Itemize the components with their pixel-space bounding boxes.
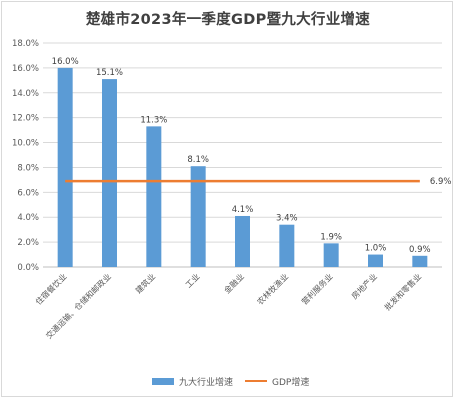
- legend-swatch-line: [245, 380, 267, 382]
- bar: [323, 243, 339, 267]
- legend-item-bars: 九大行业增速: [152, 374, 233, 388]
- chart-title: 楚雄市2023年一季度GDP暨九大行业增速: [85, 12, 371, 28]
- category-label: 住宿餐饮业: [33, 271, 68, 306]
- bar-data-label: 15.1%: [96, 68, 123, 78]
- category-label: 农林牧渔业: [255, 271, 290, 306]
- y-tick-label: 14.0%: [12, 89, 39, 99]
- y-tick-label: 2.0%: [17, 238, 39, 248]
- legend-swatch-bars: [152, 377, 174, 385]
- category-label: 工业: [183, 271, 201, 289]
- bar: [235, 215, 250, 267]
- category-label: 建筑业: [133, 271, 157, 295]
- bar-data-label: 3.4%: [276, 214, 298, 224]
- y-tick-label: 6.0%: [17, 188, 39, 198]
- y-tick-label: 16.0%: [12, 64, 39, 74]
- category-label: 房地产业: [349, 271, 379, 301]
- bar: [57, 67, 73, 267]
- y-tick-label: 12.0%: [12, 114, 39, 124]
- category-label: 金融业: [222, 271, 246, 295]
- bar: [279, 224, 295, 267]
- legend-item-line: GDP增速: [245, 374, 309, 388]
- bar-data-label: 1.9%: [320, 232, 342, 242]
- bar: [146, 126, 162, 267]
- y-tick-label: 0.0%: [17, 263, 39, 273]
- bar: [368, 254, 383, 267]
- legend-label-line: GDP增速: [272, 377, 310, 388]
- bar: [190, 166, 206, 267]
- y-tick-label: 18.0%: [12, 39, 39, 49]
- category-label: 批发和零售业: [382, 271, 423, 312]
- bar: [102, 79, 117, 267]
- bar: [412, 255, 428, 267]
- bar-data-label: 4.1%: [232, 205, 254, 215]
- category-label: 营利服务业: [299, 271, 334, 306]
- y-tick-label: 4.0%: [17, 213, 39, 223]
- bar-data-label: 16.0%: [52, 57, 79, 67]
- gdp-line-label: 6.9%: [430, 177, 452, 187]
- y-tick-label: 10.0%: [12, 139, 39, 149]
- y-tick-label: 8.0%: [17, 163, 39, 173]
- bar-data-label: 1.0%: [365, 244, 387, 254]
- bar-data-label: 0.9%: [409, 245, 431, 255]
- bar-data-label: 11.3%: [140, 115, 167, 125]
- legend-label-bars: 九大行业增速: [179, 377, 234, 388]
- bar-data-label: 8.1%: [187, 155, 209, 165]
